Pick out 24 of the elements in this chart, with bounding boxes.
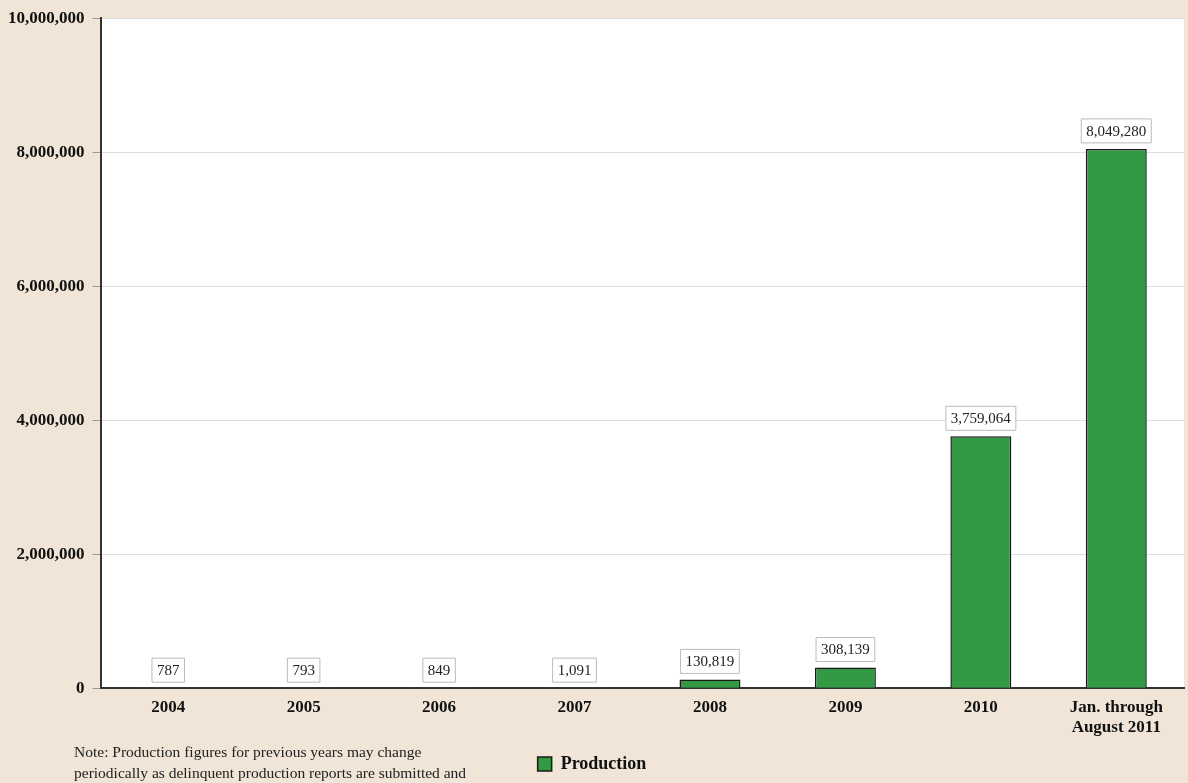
y-tick-label: 0 [76, 677, 85, 697]
x-tick-label: 2008 [692, 696, 727, 716]
x-tick-label: 2009 [828, 696, 863, 716]
x-tick-label: 2004 [151, 696, 186, 716]
y-tick-label: 8,000,000 [16, 141, 85, 161]
data-label: 3,759,064 [950, 410, 1012, 427]
y-tick-label: 4,000,000 [16, 409, 85, 429]
x-tick-label: 2010 [963, 696, 998, 716]
x-tick-label: Jan. through August 2011 [1069, 696, 1164, 737]
data-label: 787 [156, 662, 180, 679]
data-label: 8,049,280 [1086, 122, 1147, 139]
y-tick-label: 10,000,000 [8, 7, 85, 27]
legend-label: Production [560, 752, 647, 773]
x-tick-label: 2006 [422, 696, 457, 716]
data-label: 793 [292, 662, 315, 679]
x-tick-label: 2007 [557, 696, 593, 716]
data-label: 130,819 [685, 653, 735, 670]
y-tick-label: 6,000,000 [16, 275, 85, 295]
y-tick-label: 2,000,000 [16, 543, 85, 563]
data-label: 1,091 [557, 662, 592, 679]
data-label: 308,139 [821, 641, 870, 658]
x-tick-label: 2005 [286, 696, 321, 716]
text: Note: Production figures for previous years may change periodically as delinquent production reports are submitted and [74, 742, 468, 783]
data-label: 849 [427, 662, 451, 679]
